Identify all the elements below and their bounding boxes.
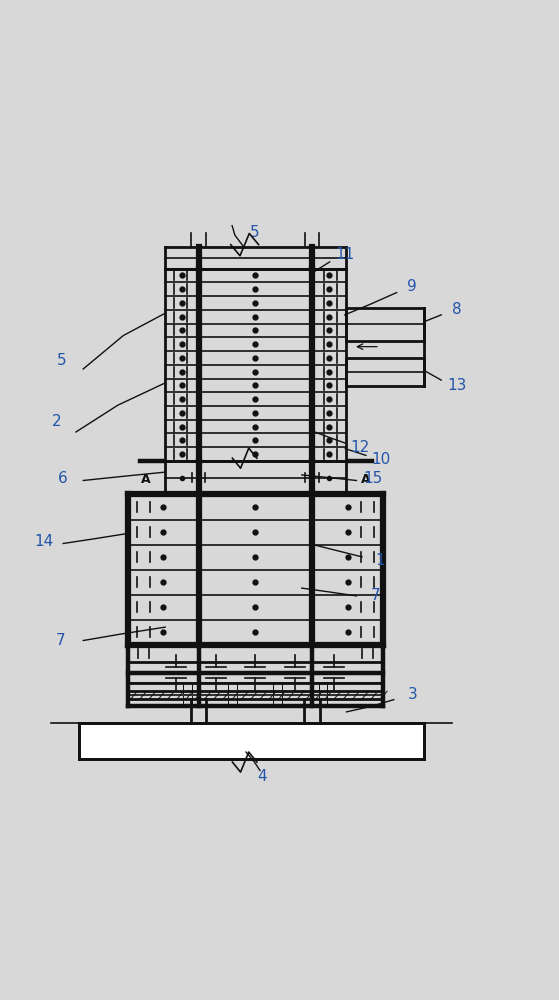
Text: 1: 1 [375,553,385,568]
Text: 3: 3 [408,687,417,702]
Bar [79,723,424,759]
Text: 4: 4 [257,769,267,784]
Text: 15: 15 [363,471,383,486]
Text: 11: 11 [335,247,355,262]
Text: 5: 5 [57,353,67,368]
Text: 9: 9 [408,279,417,294]
Text: 10: 10 [371,452,391,467]
Text: 12: 12 [350,440,370,455]
Text: 6: 6 [58,471,68,486]
Text: 13: 13 [447,378,467,393]
Text: A: A [141,473,150,486]
Text: 2: 2 [51,414,61,429]
Text: 7: 7 [56,633,66,648]
Text: 5: 5 [250,225,259,240]
Text: 14: 14 [35,534,54,549]
Text: 8: 8 [452,302,462,317]
Text: 7: 7 [371,588,380,603]
Text: A: A [361,473,371,486]
